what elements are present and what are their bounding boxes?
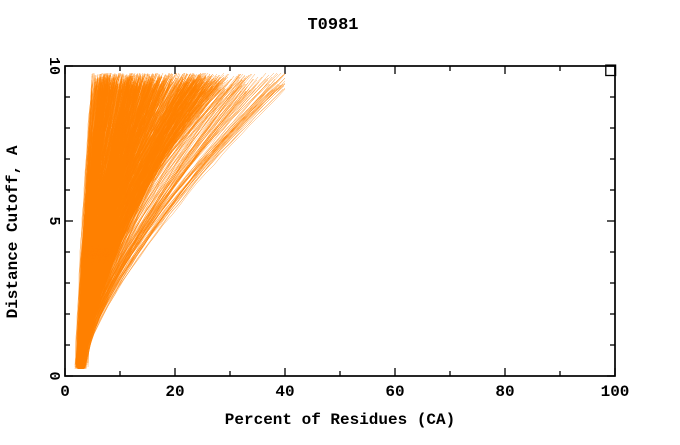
svg-text:60: 60 <box>385 383 404 401</box>
svg-text:T0981: T0981 <box>307 16 358 35</box>
svg-text:0: 0 <box>45 371 62 380</box>
svg-text:Distance Cutoff, A: Distance Cutoff, A <box>4 145 22 318</box>
svg-text:20: 20 <box>165 383 184 401</box>
svg-text:10: 10 <box>45 57 62 75</box>
svg-text:100: 100 <box>601 383 630 401</box>
svg-text:5: 5 <box>45 216 62 225</box>
svg-text:80: 80 <box>495 383 514 401</box>
svg-text:Percent of Residues (CA): Percent of Residues (CA) <box>225 411 455 429</box>
svg-text:0: 0 <box>60 383 70 401</box>
svg-text:40: 40 <box>275 383 294 401</box>
